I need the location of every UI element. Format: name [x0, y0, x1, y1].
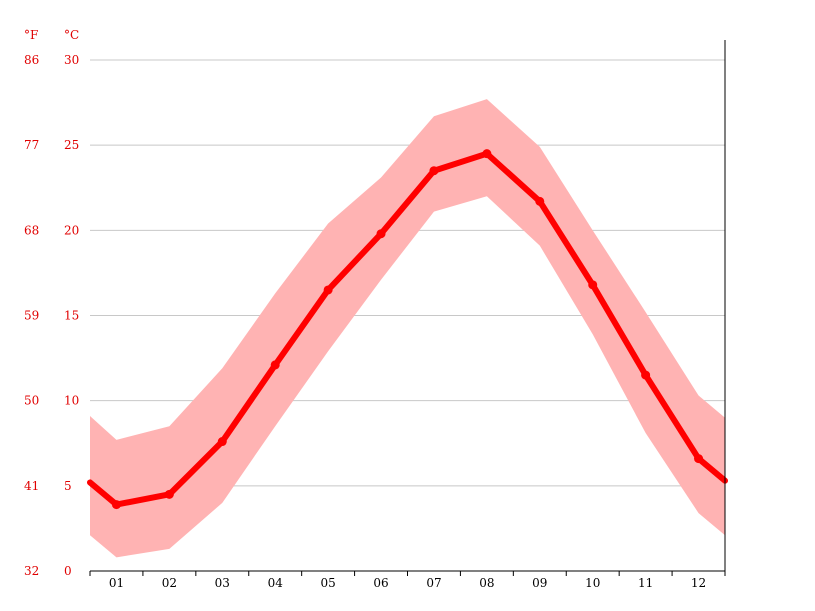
y-tick-label-fahrenheit: 68 [24, 223, 39, 237]
x-tick-label: 01 [109, 576, 124, 590]
y-tick-label-fahrenheit: 86 [24, 53, 39, 67]
y-tick-label-fahrenheit: 41 [24, 479, 39, 493]
x-tick-label: 07 [426, 576, 441, 590]
x-tick-label: 04 [268, 576, 284, 590]
y-tick-label-fahrenheit: 50 [24, 394, 39, 408]
x-tick-label: 12 [691, 576, 706, 590]
data-point [111, 500, 121, 510]
y-tick-label-fahrenheit: 77 [24, 138, 39, 152]
data-point [641, 370, 651, 380]
x-tick-label: 05 [320, 576, 335, 590]
y-tick-label-celsius: 5 [64, 479, 72, 493]
data-point [429, 166, 439, 176]
y-labels: °F °C 86 30 77 25 68 20 59 15 50 10 41 5 32 0 [24, 28, 79, 578]
data-point [164, 489, 174, 499]
x-tick-label: 08 [479, 576, 494, 590]
x-tick-label: 02 [162, 576, 177, 590]
y-tick-label-celsius: 10 [64, 394, 79, 408]
unit-fahrenheit-label: °F [24, 28, 38, 42]
data-point [588, 280, 598, 290]
data-point [482, 149, 492, 159]
data-point [694, 454, 704, 464]
temperature-range-band [90, 99, 725, 558]
data-points [111, 149, 704, 510]
x-tick-label: 03 [215, 576, 230, 590]
data-point [323, 285, 333, 295]
y-tick-label-celsius: 15 [64, 309, 79, 323]
data-point [270, 360, 280, 370]
average-temperature-line [87, 150, 728, 508]
y-tick-label-celsius: 20 [64, 223, 79, 237]
y-tick-label-fahrenheit: 59 [24, 309, 39, 323]
data-point [217, 437, 227, 447]
data-point [376, 229, 386, 239]
unit-celsius-label: °C [64, 28, 79, 42]
x-tick-label: 09 [532, 576, 547, 590]
data-point [535, 196, 545, 206]
y-tick-label-celsius: 25 [64, 138, 79, 152]
x-tick-label: 06 [373, 576, 388, 590]
x-tick-label: 11 [638, 576, 653, 590]
y-tick-label-celsius: 30 [64, 53, 79, 67]
x-ticks: 01 02 03 04 05 06 07 08 09 10 11 12 [89, 571, 726, 590]
y-tick-label-celsius: 0 [64, 564, 72, 578]
y-tick-label-fahrenheit: 32 [24, 564, 39, 578]
x-tick-label: 10 [585, 576, 600, 590]
